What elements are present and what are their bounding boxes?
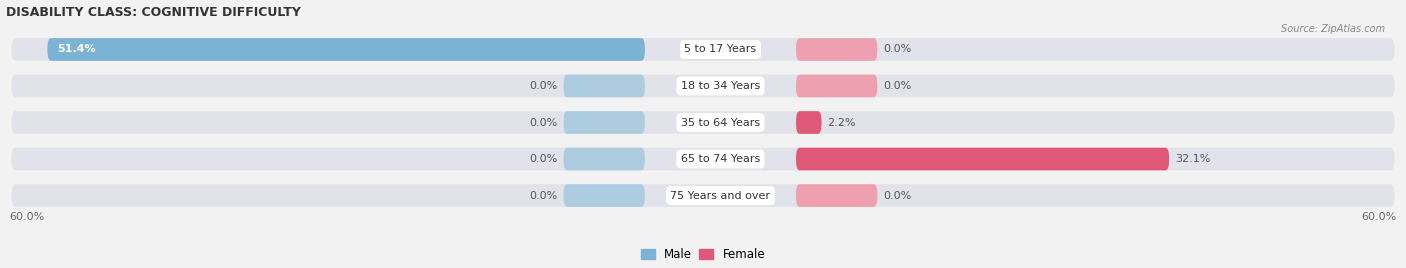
Text: 60.0%: 60.0% bbox=[8, 212, 45, 222]
Text: 0.0%: 0.0% bbox=[530, 154, 558, 164]
FancyBboxPatch shape bbox=[796, 38, 877, 61]
FancyBboxPatch shape bbox=[48, 38, 645, 61]
FancyBboxPatch shape bbox=[11, 75, 1395, 97]
Text: 0.0%: 0.0% bbox=[883, 44, 911, 54]
Text: 0.0%: 0.0% bbox=[530, 81, 558, 91]
FancyBboxPatch shape bbox=[796, 75, 877, 97]
FancyBboxPatch shape bbox=[564, 75, 645, 97]
FancyBboxPatch shape bbox=[11, 38, 1395, 61]
Text: 32.1%: 32.1% bbox=[1175, 154, 1211, 164]
FancyBboxPatch shape bbox=[564, 148, 645, 170]
Text: 0.0%: 0.0% bbox=[530, 191, 558, 200]
Text: 75 Years and over: 75 Years and over bbox=[671, 191, 770, 200]
FancyBboxPatch shape bbox=[796, 111, 821, 134]
FancyBboxPatch shape bbox=[11, 148, 1395, 170]
Text: 2.2%: 2.2% bbox=[827, 117, 856, 128]
FancyBboxPatch shape bbox=[564, 184, 645, 207]
Text: 5 to 17 Years: 5 to 17 Years bbox=[685, 44, 756, 54]
Text: Source: ZipAtlas.com: Source: ZipAtlas.com bbox=[1281, 24, 1385, 34]
FancyBboxPatch shape bbox=[796, 148, 1170, 170]
Text: 0.0%: 0.0% bbox=[883, 81, 911, 91]
FancyBboxPatch shape bbox=[11, 111, 1395, 134]
FancyBboxPatch shape bbox=[11, 184, 1395, 207]
Text: 60.0%: 60.0% bbox=[1361, 212, 1398, 222]
Text: 0.0%: 0.0% bbox=[530, 117, 558, 128]
Text: 35 to 64 Years: 35 to 64 Years bbox=[681, 117, 761, 128]
Text: 18 to 34 Years: 18 to 34 Years bbox=[681, 81, 761, 91]
FancyBboxPatch shape bbox=[564, 111, 645, 134]
FancyBboxPatch shape bbox=[796, 184, 877, 207]
Legend: Male, Female: Male, Female bbox=[641, 248, 765, 261]
Text: DISABILITY CLASS: COGNITIVE DIFFICULTY: DISABILITY CLASS: COGNITIVE DIFFICULTY bbox=[6, 6, 301, 18]
Text: 51.4%: 51.4% bbox=[56, 44, 96, 54]
Text: 65 to 74 Years: 65 to 74 Years bbox=[681, 154, 761, 164]
Text: 0.0%: 0.0% bbox=[883, 191, 911, 200]
